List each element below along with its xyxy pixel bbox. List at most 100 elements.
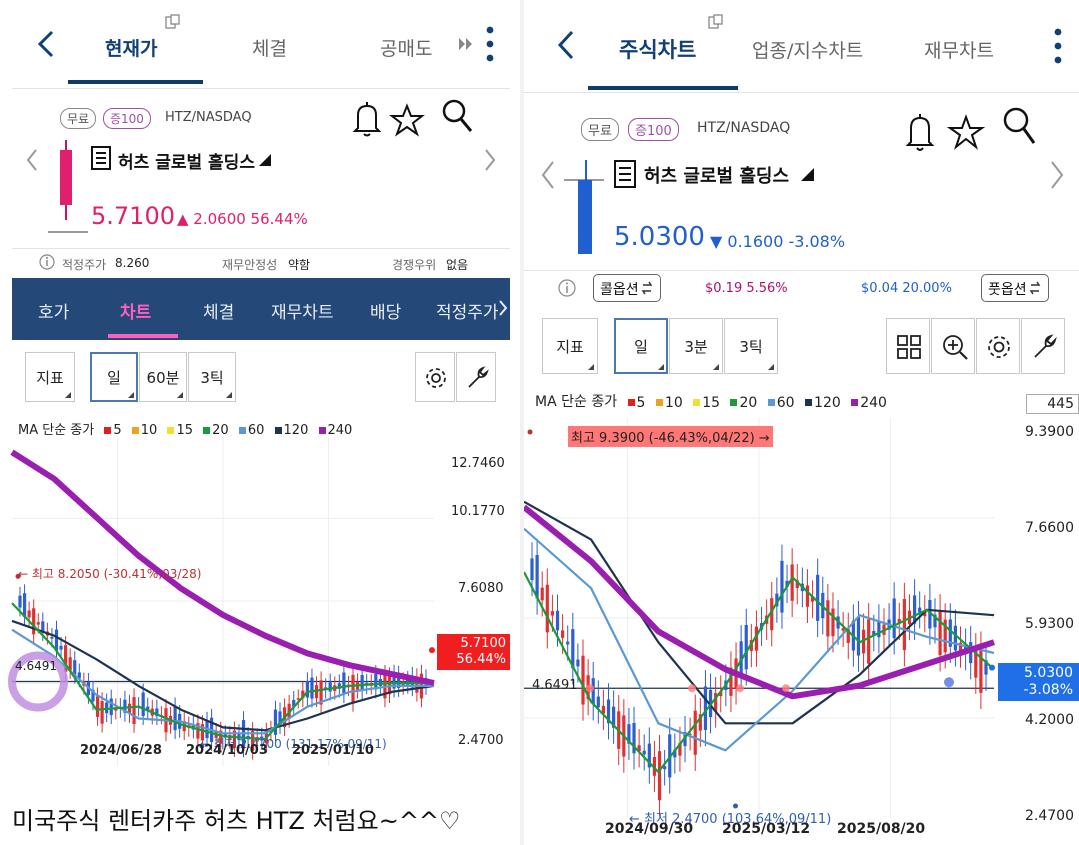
wrench-icon — [1034, 334, 1057, 358]
candle-body — [301, 690, 305, 699]
stability-label: 재무안정성 — [222, 258, 278, 272]
multiwindow-icon[interactable] — [708, 14, 724, 30]
candle-body — [923, 611, 927, 617]
next-stock-arrow-icon[interactable] — [1050, 160, 1064, 190]
event-marker — [736, 684, 744, 693]
price-chart[interactable] — [8, 436, 435, 766]
margin-badge: 증100 — [103, 108, 151, 129]
tools-button[interactable] — [1021, 318, 1065, 374]
tab-chart[interactable]: 차트 — [120, 303, 152, 323]
60min-button[interactable]: 60분 — [139, 352, 187, 402]
star-icon[interactable] — [389, 103, 425, 137]
tab-orderbook[interactable]: 호가 — [38, 303, 70, 323]
tab-executions[interactable]: 체결 — [203, 303, 235, 323]
candle-body — [59, 645, 63, 650]
candle-body — [948, 619, 952, 647]
kebab-menu-icon[interactable] — [1054, 28, 1062, 64]
stock-name[interactable]: 허츠 글로벌 홀딩스 — [118, 153, 255, 173]
search-icon[interactable] — [1002, 106, 1036, 146]
ma120-line — [524, 500, 995, 725]
price-tag-percent: 56.44% — [456, 652, 506, 667]
candle-body — [606, 699, 611, 724]
tab-stock-chart[interactable]: 주식차트 — [619, 38, 697, 62]
candle-body — [795, 580, 799, 589]
x-tick-label: 2024/06/28 — [80, 743, 162, 758]
indicator-button[interactable]: 지표 — [25, 352, 75, 402]
tools-button[interactable] — [456, 352, 496, 402]
candle-body — [790, 564, 794, 601]
ma240-line — [524, 504, 995, 700]
zoom-button[interactable] — [931, 318, 975, 374]
candle-body — [141, 692, 145, 717]
daily-button[interactable]: 일 — [614, 318, 668, 374]
tab-trades[interactable]: 체결 — [252, 38, 287, 60]
tab-financial-chart[interactable]: 재무차트 — [924, 40, 994, 62]
prev-stock-arrow-icon[interactable] — [26, 148, 38, 172]
kebab-menu-icon[interactable] — [486, 26, 494, 62]
put-option-label: 풋옵션 — [988, 282, 1027, 298]
competitive-value: 없음 — [446, 258, 469, 272]
ma60-line — [524, 527, 995, 752]
tab-short-selling[interactable]: 공매도 — [380, 38, 433, 60]
candle-body — [754, 626, 759, 651]
layout-grid-button[interactable] — [886, 318, 930, 374]
y-tick-label: 12.7460 — [451, 456, 505, 471]
star-icon[interactable] — [946, 114, 986, 150]
tabs-next-icon[interactable] — [498, 300, 508, 316]
price-chart[interactable] — [524, 418, 995, 818]
price-tag-value: 5.7100 — [460, 636, 507, 651]
candle-body — [91, 689, 95, 702]
info-icon[interactable] — [39, 254, 55, 270]
back-arrow-icon[interactable] — [556, 30, 576, 60]
back-arrow-icon[interactable] — [36, 30, 56, 58]
candle-body — [200, 724, 205, 741]
current-price: 5.7100 — [91, 202, 175, 230]
document-icon[interactable] — [91, 146, 111, 170]
tab-current-price[interactable]: 현재가 — [105, 38, 158, 60]
bell-icon[interactable] — [905, 112, 935, 154]
candle-body — [555, 610, 560, 631]
high-marker — [15, 573, 21, 579]
tab-sector-index-chart[interactable]: 업종/지수차트 — [752, 40, 864, 62]
stock-name[interactable]: 허츠 글로벌 홀딩스 — [644, 166, 790, 187]
search-icon[interactable] — [441, 98, 473, 134]
ma120-line — [11, 619, 435, 732]
3min-button[interactable]: 3분 — [669, 318, 723, 374]
ma-legend: MA 단순 종가 5 10 15 20 60 120 240 — [18, 419, 352, 438]
dropdown-corner-icon[interactable] — [801, 168, 814, 181]
more-tabs-icon[interactable] — [458, 37, 474, 51]
document-icon[interactable] — [614, 160, 636, 188]
3tick-button[interactable]: 3틱 — [188, 352, 236, 402]
next-stock-arrow-icon[interactable] — [484, 148, 496, 172]
candle-body — [688, 733, 692, 735]
put-option-button[interactable]: 풋옵션 — [981, 274, 1049, 302]
legend-ma60-label: 60 — [776, 394, 795, 411]
candle-body — [392, 673, 396, 689]
daily-button[interactable]: 일 — [90, 352, 138, 402]
candle-body — [374, 673, 378, 690]
legend-ma5-label: 5 — [636, 394, 646, 411]
3tick-button[interactable]: 3틱 — [724, 318, 778, 374]
settings-button[interactable] — [415, 352, 455, 402]
gear-icon — [426, 368, 446, 388]
bell-icon[interactable] — [352, 100, 382, 138]
multiwindow-icon[interactable] — [165, 14, 181, 30]
candle-body — [146, 706, 150, 711]
candle-body — [810, 596, 815, 602]
candle-body — [319, 680, 323, 705]
prev-stock-arrow-icon[interactable] — [541, 160, 555, 190]
dropdown-corner-icon[interactable] — [259, 154, 271, 166]
tab-fair-price[interactable]: 적정주가 — [436, 303, 499, 323]
candle-body — [770, 598, 774, 631]
last-price-tag: 5.7100 56.44% — [437, 634, 510, 670]
tab-financial-chart[interactable]: 재무차트 — [271, 303, 334, 323]
call-option-button[interactable]: 콜옵션 — [593, 274, 661, 302]
indicator-button[interactable]: 지표 — [542, 318, 598, 374]
tab-dividend[interactable]: 배당 — [370, 303, 402, 323]
settings-button[interactable] — [976, 318, 1020, 374]
last-price-marker — [429, 647, 435, 654]
y-tick-label: 5.9300 — [1025, 616, 1074, 632]
info-icon[interactable] — [558, 279, 576, 297]
candle-body — [219, 730, 223, 744]
highlight-circle — [8, 651, 68, 712]
